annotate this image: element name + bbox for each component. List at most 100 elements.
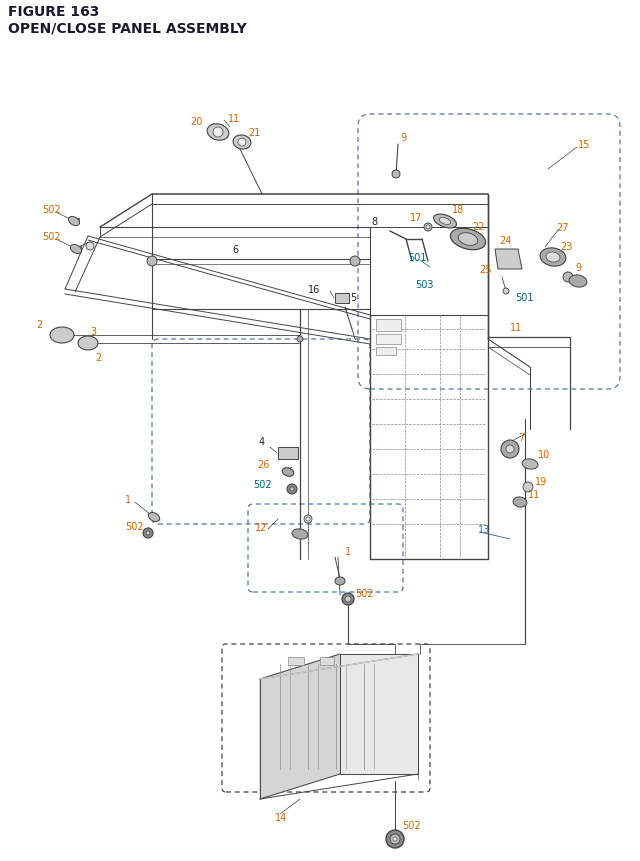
- Text: 4: 4: [259, 437, 265, 447]
- Text: 502: 502: [355, 588, 374, 598]
- Ellipse shape: [458, 233, 478, 246]
- Bar: [71, 219, 79, 224]
- Ellipse shape: [50, 328, 74, 344]
- Circle shape: [426, 226, 430, 230]
- Text: 22: 22: [472, 222, 484, 232]
- Text: 18: 18: [452, 205, 464, 214]
- Text: 1: 1: [345, 547, 351, 556]
- Text: 26: 26: [258, 460, 270, 469]
- Text: 501: 501: [408, 253, 426, 263]
- Circle shape: [146, 531, 150, 536]
- Circle shape: [390, 834, 400, 844]
- Ellipse shape: [335, 578, 345, 585]
- Ellipse shape: [148, 513, 159, 522]
- Ellipse shape: [207, 125, 229, 141]
- Bar: [376, 319, 401, 331]
- Circle shape: [86, 243, 94, 251]
- Text: 7: 7: [518, 432, 524, 443]
- Circle shape: [424, 224, 432, 232]
- Text: 24: 24: [499, 236, 511, 245]
- Text: 9: 9: [400, 133, 406, 143]
- Text: 16: 16: [308, 285, 320, 294]
- Bar: [335, 294, 349, 304]
- Text: 25: 25: [479, 264, 492, 275]
- Circle shape: [386, 830, 404, 848]
- Polygon shape: [260, 654, 418, 679]
- Ellipse shape: [451, 229, 486, 251]
- Circle shape: [345, 597, 351, 603]
- Text: 10: 10: [538, 449, 550, 460]
- Text: 11: 11: [528, 489, 540, 499]
- Circle shape: [143, 529, 153, 538]
- Text: 501: 501: [515, 293, 534, 303]
- Circle shape: [393, 837, 397, 841]
- Text: 12: 12: [255, 523, 268, 532]
- Circle shape: [523, 482, 533, 492]
- Text: 6: 6: [232, 245, 238, 255]
- Circle shape: [290, 487, 294, 492]
- Text: 27: 27: [556, 223, 568, 232]
- Circle shape: [501, 441, 519, 458]
- Text: 502: 502: [402, 820, 420, 830]
- Circle shape: [306, 517, 310, 522]
- Text: 17: 17: [410, 213, 422, 223]
- Text: 19: 19: [535, 476, 547, 486]
- Circle shape: [342, 593, 354, 605]
- Text: 2: 2: [95, 353, 101, 362]
- Bar: [340, 654, 418, 774]
- Text: 15: 15: [578, 139, 590, 150]
- Ellipse shape: [233, 136, 251, 150]
- Text: 1: 1: [125, 494, 131, 505]
- Circle shape: [563, 273, 573, 282]
- Circle shape: [304, 516, 312, 523]
- Text: 2: 2: [36, 319, 42, 330]
- Circle shape: [287, 485, 297, 494]
- Circle shape: [503, 288, 509, 294]
- Ellipse shape: [546, 252, 560, 263]
- Circle shape: [213, 127, 223, 138]
- Ellipse shape: [70, 245, 81, 254]
- Ellipse shape: [78, 337, 98, 350]
- Bar: [278, 448, 298, 460]
- Text: 13: 13: [478, 524, 490, 535]
- Ellipse shape: [439, 218, 451, 226]
- Circle shape: [238, 139, 246, 147]
- Text: 502: 502: [253, 480, 272, 489]
- Ellipse shape: [540, 249, 566, 267]
- Text: 502: 502: [42, 205, 61, 214]
- Text: 20: 20: [191, 117, 203, 127]
- Text: 8: 8: [372, 217, 378, 226]
- Text: 14: 14: [275, 812, 287, 822]
- Text: 502: 502: [125, 522, 143, 531]
- Ellipse shape: [522, 460, 538, 469]
- Circle shape: [297, 337, 303, 343]
- Text: FIGURE 163: FIGURE 163: [8, 5, 99, 19]
- Polygon shape: [340, 654, 418, 774]
- Ellipse shape: [513, 498, 527, 507]
- Polygon shape: [495, 250, 522, 269]
- Circle shape: [506, 445, 514, 454]
- Text: 3: 3: [90, 326, 96, 337]
- Polygon shape: [260, 654, 340, 799]
- Text: 502: 502: [42, 232, 61, 242]
- Text: 11: 11: [228, 114, 240, 124]
- Ellipse shape: [569, 276, 587, 288]
- Circle shape: [392, 170, 400, 179]
- Ellipse shape: [282, 468, 294, 477]
- Ellipse shape: [292, 530, 308, 540]
- Text: 23: 23: [560, 242, 572, 251]
- Bar: [73, 247, 81, 251]
- Text: 21: 21: [248, 127, 260, 138]
- Ellipse shape: [68, 217, 79, 226]
- Bar: [376, 335, 401, 344]
- Bar: [376, 348, 396, 356]
- Text: 11: 11: [510, 323, 522, 332]
- Circle shape: [147, 257, 157, 267]
- Text: OPEN/CLOSE PANEL ASSEMBLY: OPEN/CLOSE PANEL ASSEMBLY: [8, 21, 247, 35]
- Circle shape: [350, 257, 360, 267]
- Bar: [320, 657, 334, 666]
- Text: 9: 9: [575, 263, 581, 273]
- Bar: [288, 657, 304, 666]
- Text: 5: 5: [350, 293, 356, 303]
- Text: 503: 503: [415, 280, 433, 289]
